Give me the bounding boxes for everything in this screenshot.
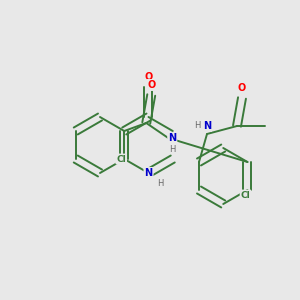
Text: H: H [194,122,200,130]
Text: Cl: Cl [116,154,126,164]
Text: H: H [169,146,176,154]
Text: N: N [144,168,153,178]
Text: O: O [238,83,246,93]
Text: N: N [168,133,176,143]
Text: Cl: Cl [241,190,250,200]
Text: N: N [203,121,211,131]
Text: H: H [157,178,164,188]
Text: O: O [144,72,153,82]
Text: O: O [147,80,155,90]
